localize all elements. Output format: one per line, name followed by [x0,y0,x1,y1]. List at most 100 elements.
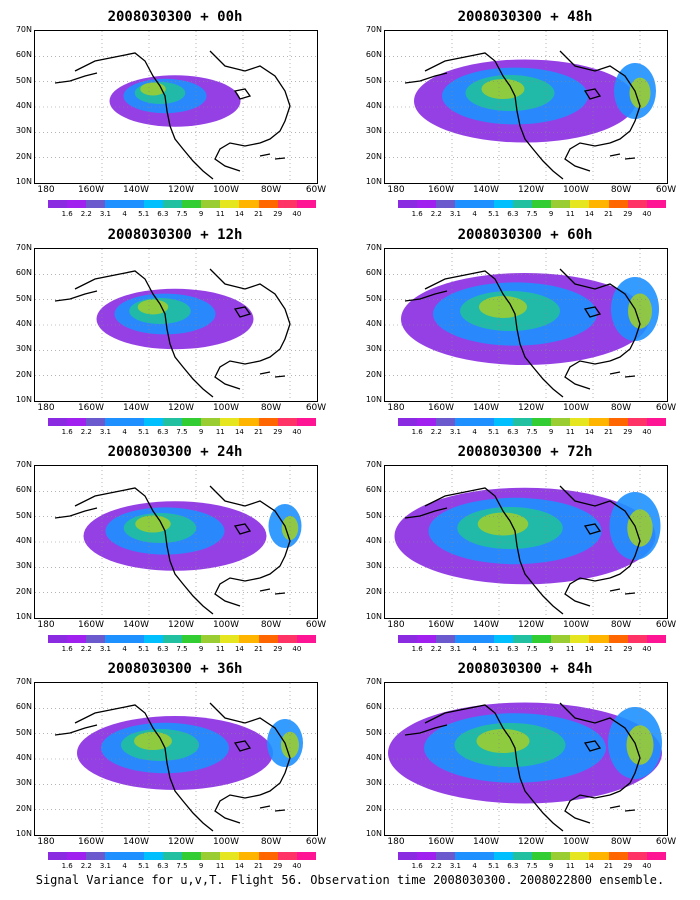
colorbar-swatch [296,418,316,426]
colorbar-label: 4 [472,428,477,436]
colorbar-label: 29 [273,210,283,218]
colorbar-swatch [417,418,437,426]
colorbar-swatch [181,635,202,643]
longitude-label: 140W [472,620,500,630]
colorbar-label: 3.1 [449,210,461,218]
latitude-label: 60N [15,50,32,60]
latitude-label: 70N [15,243,32,252]
latitude-label: 40N [365,101,382,110]
colorbar-swatch [220,418,240,426]
colorbar-label: 1.6 [411,645,423,653]
variance-contour-fill [385,466,667,618]
latitude-label: 10N [365,177,382,186]
colorbar-swatch [124,418,144,426]
latitude-label: 20N [365,803,382,813]
colorbar-label: 9 [548,862,554,870]
latitude-label: 70N [15,25,32,34]
latitude-label: 70N [15,460,32,469]
map-panel: 2008030300 + 24h 70N 60N 50N 40N 30N 20N 10N 180… [0,443,350,659]
colorbar-swatch [220,635,240,643]
longitude-label: 180 [387,620,405,630]
colorbar-label: 11 [215,428,225,436]
longitude-label: 140W [472,837,500,847]
latitude-label: 40N [15,101,32,110]
colorbar-label: 1.6 [61,862,73,870]
longitude-label: 100W [212,403,240,413]
colorbar-swatch [627,852,647,860]
colorbar-label: 9 [198,210,204,218]
colorbar-swatch [201,852,221,860]
latitude-label: 70N [365,243,382,252]
colorbar-label: 14 [584,428,594,436]
colorbar-label: 4 [472,862,477,870]
colorbar-label: 3.1 [99,428,111,436]
colorbar-label: 1.6 [411,862,423,870]
colorbar-swatch [143,852,163,860]
latitude-label: 10N [15,177,32,186]
colorbar-label: 7.5 [176,210,188,218]
colorbar [48,418,316,426]
colorbar-label: 2.2 [430,645,442,653]
longitude-label: 180 [37,185,55,195]
colorbar-label: 4 [122,862,127,870]
colorbar-label: 7.5 [176,862,188,870]
panel-title: 2008030300 + 00h [107,9,243,25]
colorbar-swatch [105,635,125,643]
latitude-label: 30N [15,344,32,354]
colorbar-label: 21 [254,645,264,653]
colorbar [398,200,666,208]
longitude-label: 140W [122,403,150,413]
colorbar-swatch [124,200,144,208]
variance-map [34,248,318,402]
colorbar-label: 29 [623,862,633,870]
latitude-label: 20N [365,151,382,161]
colorbar-swatch [239,200,259,208]
longitude-label: 160W [77,185,105,195]
colorbar-label: 2.2 [430,862,442,870]
colorbar-swatch [646,635,666,643]
colorbar [398,852,666,860]
colorbar-label: 1.6 [411,210,423,218]
colorbar-label: 2.2 [80,210,92,218]
latitude-label: 70N [365,25,382,34]
colorbar-label: 11 [565,862,575,870]
latitude-label: 70N [365,677,382,686]
colorbar-label: 7.5 [526,645,538,653]
colorbar-label: 6.3 [157,645,169,653]
colorbar-label: 40 [292,862,302,870]
colorbar-label: 3.1 [99,862,111,870]
latitude-label: 60N [365,268,382,278]
latitude-label: 20N [365,369,382,379]
variance-map [384,465,668,619]
latitude-label: 10N [365,612,382,621]
colorbar-label: 11 [565,428,575,436]
variance-contour-fill [35,683,317,835]
colorbar-label: 1.6 [411,428,423,436]
colorbar-swatch [296,200,316,208]
colorbar-swatch [239,418,259,426]
colorbar-swatch [627,635,647,643]
colorbar-swatch [239,635,259,643]
colorbar-label: 29 [623,645,633,653]
colorbar-swatch [417,852,437,860]
colorbar-label: 11 [565,210,575,218]
map-panel: 2008030300 + 60h 70N 60N 50N 40N 30N 20N 10N 180… [350,226,700,442]
colorbar-label: 29 [273,428,283,436]
colorbar-label: 5.1 [138,210,150,218]
colorbar-swatch [398,418,418,426]
latitude-label: 30N [15,561,32,571]
latitude-label: 50N [365,727,382,737]
longitude-label: 160W [77,837,105,847]
variance-map [384,682,668,836]
latitude-label: 20N [15,803,32,813]
map-panel: 2008030300 + 00h 70N 60N 50N 40N 30N 20N 10N 180… [0,8,350,224]
longitude-label: 160W [77,620,105,630]
colorbar-swatch [512,635,532,643]
latitude-label: 50N [365,293,382,303]
variance-map [34,682,318,836]
colorbar-label: 4 [472,210,477,218]
colorbar-label: 7.5 [526,210,538,218]
colorbar-label: 14 [584,862,594,870]
colorbar-swatch [646,852,666,860]
colorbar-label: 6.3 [507,645,519,653]
